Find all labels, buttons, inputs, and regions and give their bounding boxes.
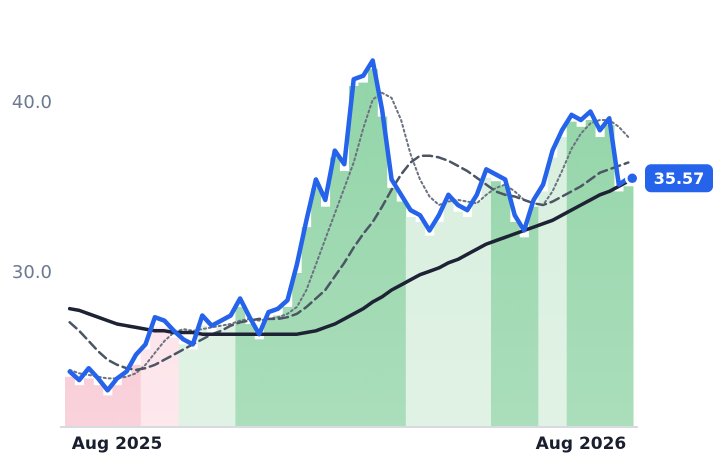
labels: 30.0 40.0 Aug 2025 Aug 2026 35.57 [12,92,713,454]
last-point [625,171,640,186]
background-bars [65,18,634,427]
series-line [68,154,630,372]
price-badge-label: 35.57 [654,169,705,188]
series-line [67,179,631,336]
price-badge [645,164,713,193]
y-tick-label: 30.0 [12,262,52,283]
series-line [67,58,631,393]
x-tick-label: Aug 2025 [72,434,163,454]
lines [67,58,631,393]
y-tick-label: 40.0 [12,92,52,113]
x-tick-label: Aug 2026 [536,434,627,454]
series-line [68,91,630,380]
bar-fade [65,18,633,426]
